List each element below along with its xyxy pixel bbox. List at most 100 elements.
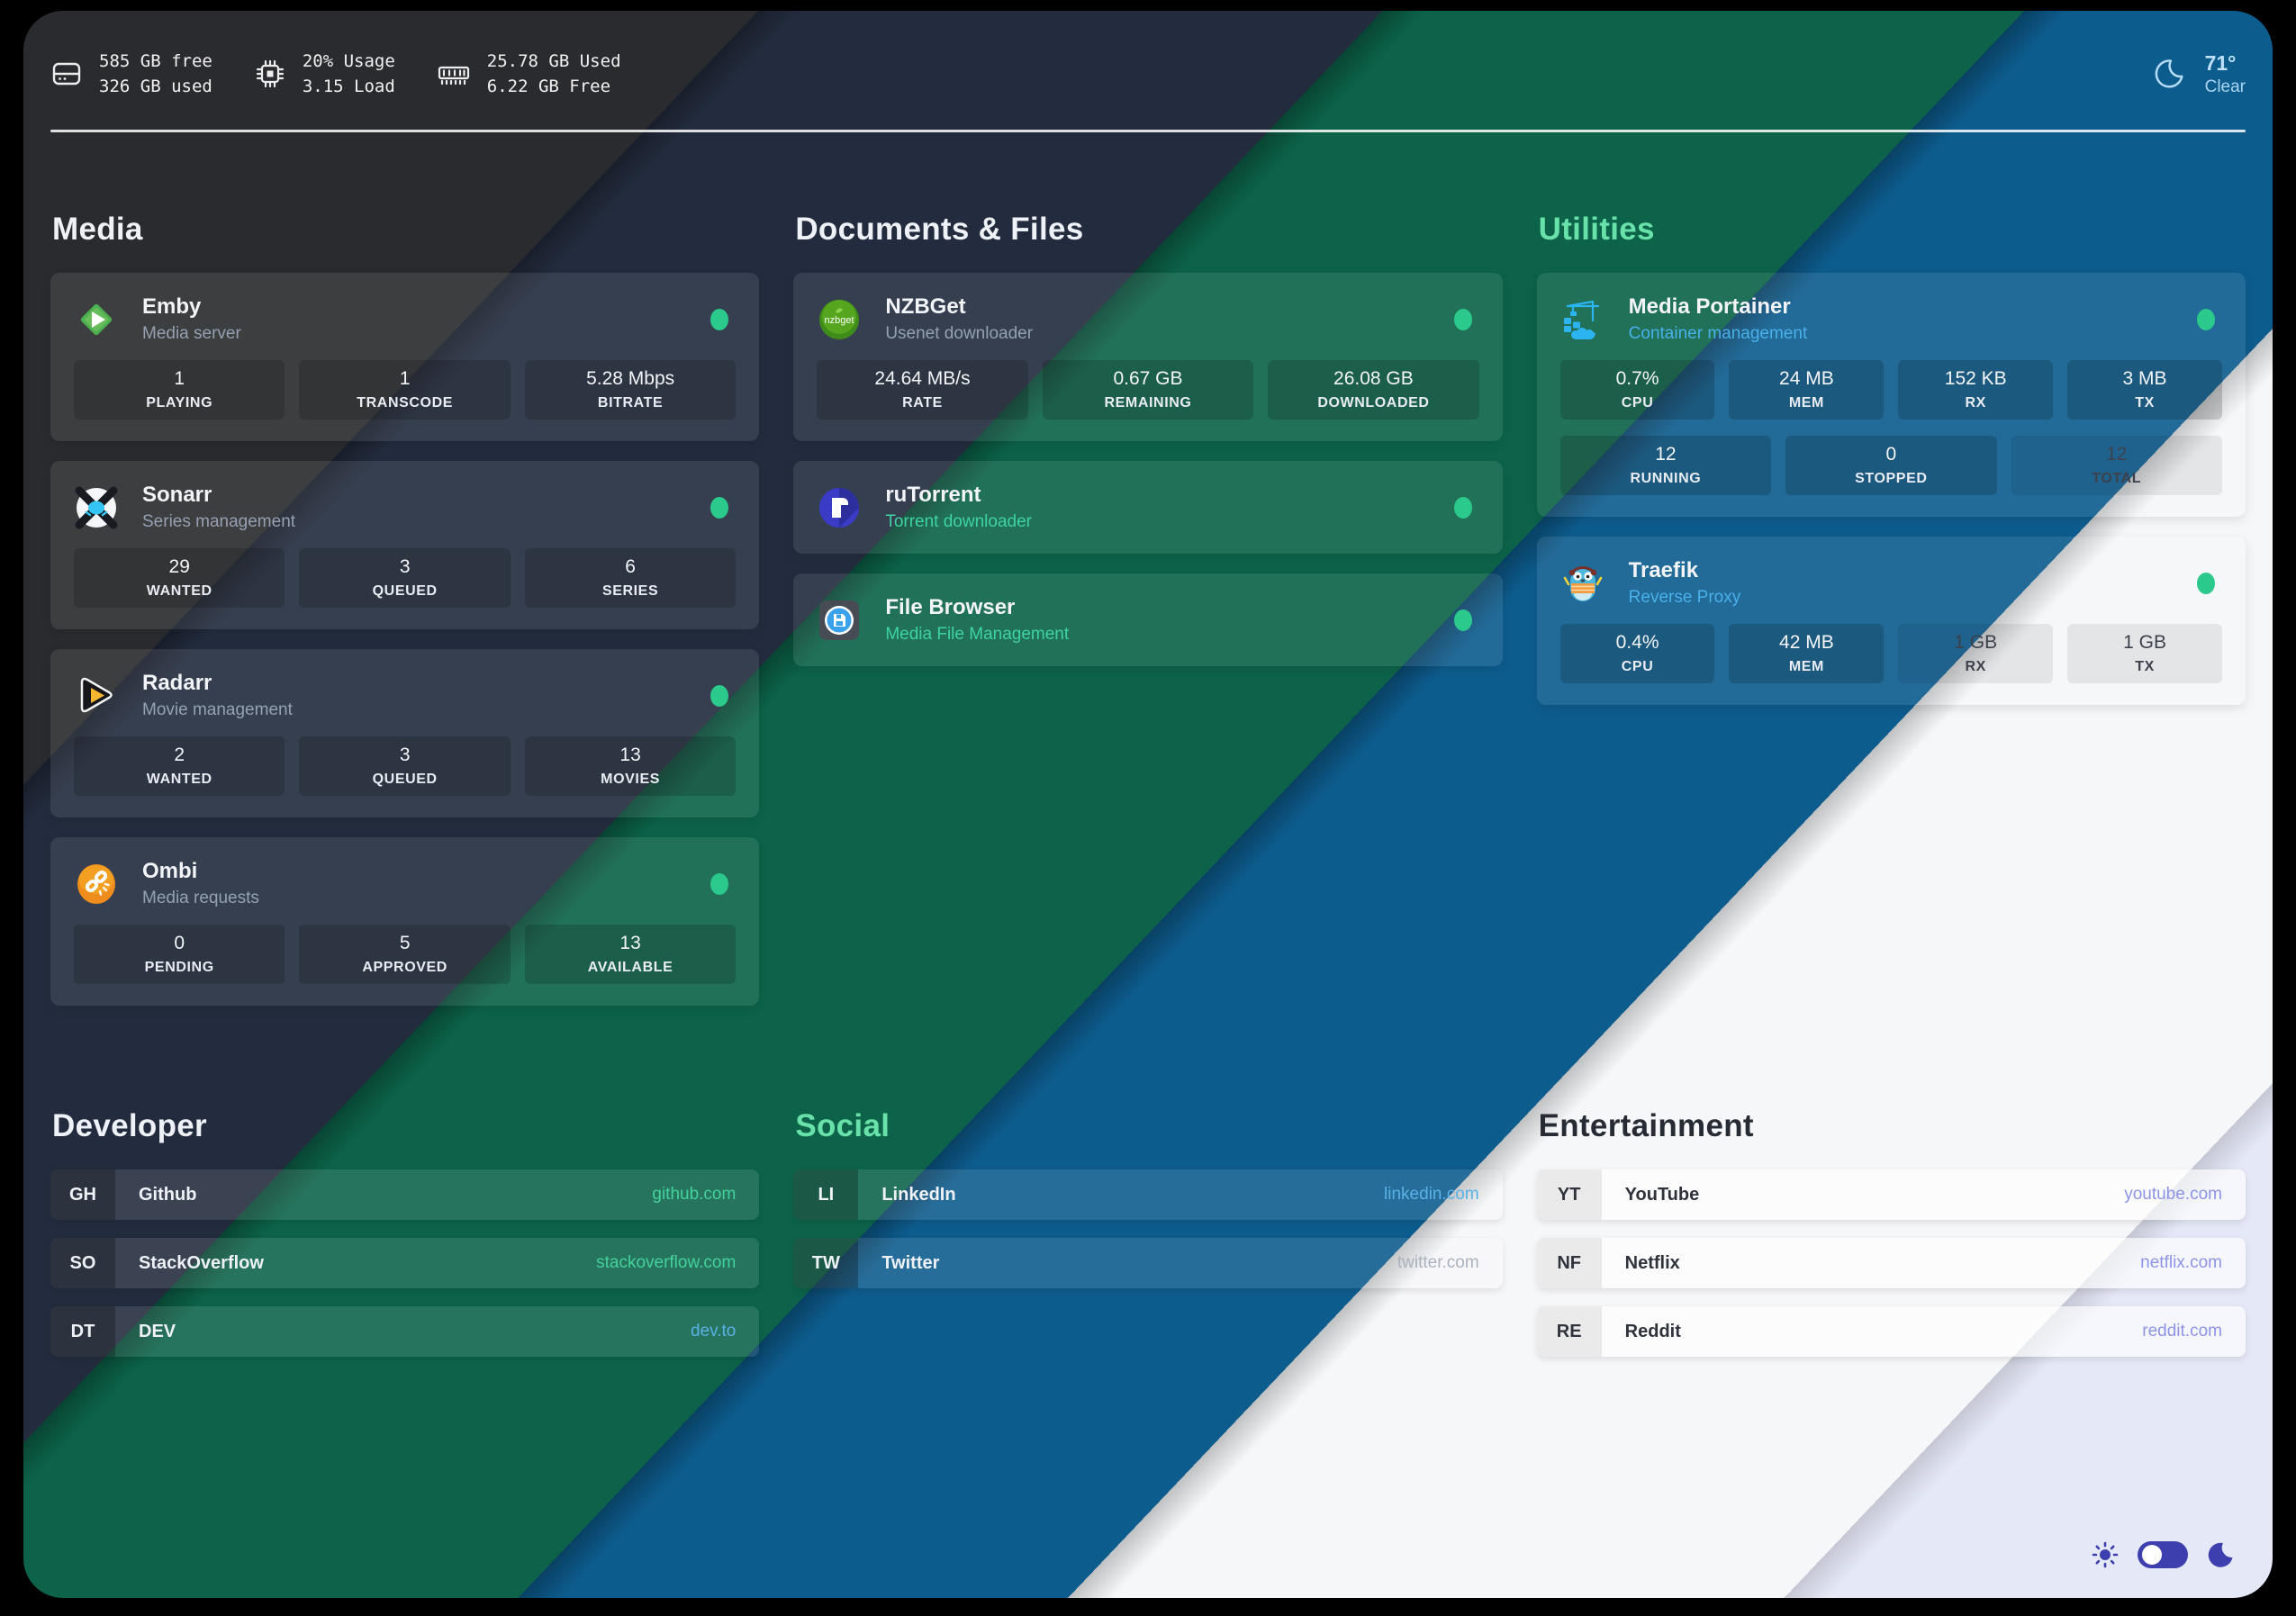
app-title: Emby (142, 294, 202, 319)
weather-widget: 71° Clear (2147, 51, 2246, 97)
status-dot (1453, 609, 1472, 631)
app-card-emby[interactable]: Emby Media server 1 PLAYING 1 TRANSCODE 5.… (50, 273, 760, 441)
bookmark-name: Netflix (1624, 1252, 1680, 1273)
ram-used: 25.78 GB Used (486, 50, 621, 71)
bookmark-url: youtube.com (2124, 1185, 2222, 1204)
sonarr-icon (74, 485, 119, 530)
header-divider (50, 130, 2246, 132)
stat-wanted: 2 WANTED (74, 736, 285, 796)
stat-running: 12 RUNNING (1559, 436, 1772, 495)
section-title-social: Social (795, 1108, 890, 1143)
theme-switch[interactable] (2138, 1541, 2188, 1568)
section-entertainment: Entertainment YT YouTube youtube.com NF … (1536, 1108, 2246, 1375)
section-title-utilities: Utilities (1538, 212, 1655, 247)
cpu-load: 3.15 Load (302, 77, 395, 96)
status-dot (710, 684, 729, 707)
status-dot (1453, 308, 1472, 330)
disk-icon (50, 58, 83, 90)
stat-mem: 42 MB MEM (1729, 624, 1885, 683)
stat-mem: 24 MB MEM (1729, 360, 1885, 420)
bookmark-abbr: GH (50, 1169, 115, 1220)
stat-total: 12 TOTAL (2011, 436, 2222, 495)
section-title-entertainment: Entertainment (1538, 1108, 1754, 1143)
bookmark-linkedin[interactable]: LI LinkedIn linkedin.com (793, 1169, 1503, 1220)
bookmark-twitter[interactable]: TW Twitter twitter.com (793, 1238, 1503, 1288)
svg-text:nzbget: nzbget (825, 315, 854, 326)
status-dot (2196, 308, 2215, 330)
stat-series: 6 SERIES (524, 548, 737, 608)
ombi-icon (74, 862, 119, 907)
filebrowser-icon (817, 598, 862, 643)
stat-tx: 3 MB TX (2067, 360, 2222, 420)
app-subtitle: Container management (1628, 324, 1808, 343)
app-card-nzbget[interactable]: nzbget NZBGet Usenet downloader 24.64 MB… (793, 273, 1503, 441)
bookmark-name: Reddit (1624, 1321, 1681, 1341)
bookmark-name: StackOverflow (139, 1252, 264, 1273)
bookmark-url: netflix.com (2140, 1253, 2222, 1272)
bookmark-dev[interactable]: DT DEV dev.to (50, 1306, 760, 1357)
bookmarks-area: Developer GH Github github.com SO StackO… (50, 1108, 2246, 1375)
traefik-icon (1560, 561, 1605, 606)
moon-filled-icon[interactable] (2206, 1540, 2235, 1569)
disk-usage: 585 GB free 326 GB used (50, 49, 212, 100)
switch-knob (2142, 1545, 2162, 1565)
cpu-icon (254, 58, 286, 90)
bookmark-abbr: DT (50, 1306, 115, 1357)
app-title: Ombi (142, 859, 198, 883)
bookmark-name: LinkedIn (881, 1184, 956, 1205)
rutorrent-icon (817, 485, 862, 530)
weather-condition: Clear (2204, 77, 2246, 96)
section-media: Media Emby Media server (50, 212, 760, 1025)
stat-pending: 0 PENDING (74, 925, 285, 984)
stat-stopped: 0 STOPPED (1785, 436, 1997, 495)
bookmark-github[interactable]: GH Github github.com (50, 1169, 760, 1220)
app-subtitle: Movie management (142, 700, 293, 719)
status-dot (710, 308, 729, 330)
app-card-traefik[interactable]: Traefik Reverse Proxy 0.4% CPU 42 MB MEM 1… (1536, 537, 2246, 705)
status-dot (1453, 496, 1472, 519)
bookmark-name: Github (139, 1184, 197, 1205)
apps-area: Media Emby Media server (50, 212, 2246, 1025)
bookmark-abbr: LI (793, 1169, 859, 1220)
stat-bitrate: 5.28 Mbps BITRATE (524, 360, 737, 420)
bookmark-netflix[interactable]: NF Netflix netflix.com (1536, 1238, 2246, 1288)
sun-icon[interactable] (2091, 1540, 2120, 1569)
bookmark-youtube[interactable]: YT YouTube youtube.com (1536, 1169, 2246, 1220)
stat-wanted: 29 WANTED (74, 548, 285, 608)
app-card-radarr[interactable]: Radarr Movie management 2 WANTED 3 QUEUED … (50, 649, 760, 817)
bookmark-name: Twitter (881, 1252, 940, 1273)
ram-icon (437, 58, 471, 90)
ram-usage: 25.78 GB Used 6.22 GB Free (437, 49, 621, 100)
bookmark-stackoverflow[interactable]: SO StackOverflow stackoverflow.com (50, 1238, 760, 1288)
status-bar: 585 GB free 326 GB used 20% Usage 3.15 L… (50, 41, 2246, 106)
app-card-filebrowser[interactable]: File Browser Media File Management (793, 573, 1503, 666)
app-card-rutorrent[interactable]: ruTorrent Torrent downloader (793, 461, 1503, 554)
bookmark-reddit[interactable]: RE Reddit reddit.com (1536, 1306, 2246, 1357)
stat-playing: 1 PLAYING (74, 360, 285, 420)
section-title-developer: Developer (52, 1108, 207, 1143)
dashboard-page: 585 GB free 326 GB used 20% Usage 3.15 L… (23, 11, 2273, 1598)
app-title: Radarr (142, 671, 212, 695)
weather-temp: 71° (2204, 50, 2237, 75)
app-card-sonarr[interactable]: Sonarr Series management 29 WANTED 3 QUEUE… (50, 461, 760, 629)
stat-approved: 5 APPROVED (299, 925, 511, 984)
app-title: Traefik (1628, 558, 1699, 582)
app-subtitle: Media requests (142, 889, 259, 907)
stat-cpu: 0.7% CPU (1559, 360, 1715, 420)
disk-used: 326 GB used (99, 77, 212, 96)
app-card-ombi[interactable]: Ombi Media requests 0 PENDING 5 APPROVED 1… (50, 837, 760, 1006)
stat-remaining: 0.67 GB REMAINING (1042, 360, 1254, 420)
moon-icon (2147, 53, 2189, 95)
bookmark-url: stackoverflow.com (596, 1253, 737, 1272)
bookmark-abbr: YT (1536, 1169, 1602, 1220)
app-title: ruTorrent (885, 483, 981, 507)
app-card-portainer[interactable]: Media Portainer Container management 0.7… (1536, 273, 2246, 517)
stat-rate: 24.64 MB/s RATE (817, 360, 1028, 420)
bookmark-url: twitter.com (1397, 1253, 1479, 1272)
bookmark-url: dev.to (690, 1322, 737, 1341)
emby-icon (74, 297, 119, 342)
portainer-icon (1560, 297, 1605, 342)
bookmark-name: YouTube (1624, 1184, 1700, 1205)
app-title: File Browser (885, 595, 1016, 619)
stat-movies: 13 MOVIES (524, 736, 737, 796)
